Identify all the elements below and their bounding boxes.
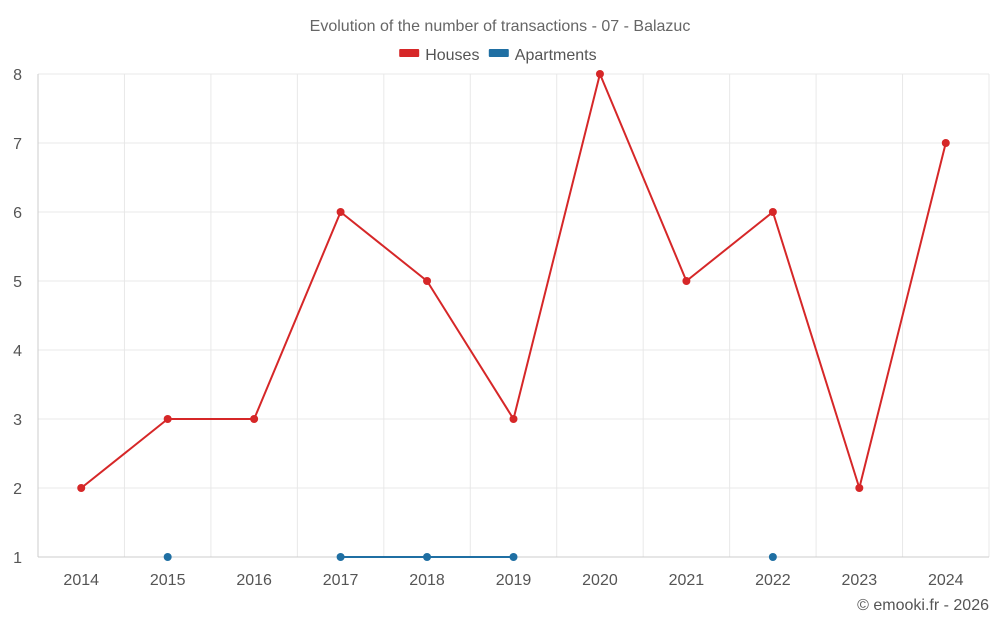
x-tick-label: 2020 (582, 572, 618, 589)
data-point-houses (423, 277, 432, 285)
y-tick-label: 4 (13, 343, 22, 360)
y-tick-label: 7 (13, 136, 22, 153)
x-tick-label: 2014 (63, 572, 99, 589)
x-tick-label: 2018 (409, 572, 445, 589)
data-point-houses (509, 415, 518, 423)
data-point-apartments (163, 553, 172, 561)
legend-swatch-houses (399, 49, 420, 57)
y-tick-label: 1 (13, 550, 22, 567)
series-apartments (163, 553, 777, 561)
y-tick-label: 5 (13, 274, 22, 291)
y-tick-label: 6 (13, 205, 22, 222)
data-point-houses (250, 415, 259, 423)
data-point-apartments (509, 553, 518, 561)
series-layer (77, 70, 950, 561)
x-tick-label: 2016 (236, 572, 272, 589)
y-tick-label: 8 (13, 67, 22, 84)
x-tick-label: 2022 (755, 572, 791, 589)
data-point-houses (595, 70, 604, 78)
data-point-apartments (768, 553, 777, 561)
data-point-houses (768, 208, 777, 216)
data-point-houses (163, 415, 172, 423)
x-tick-label: 2015 (150, 572, 186, 589)
chart-grid (37, 73, 990, 557)
y-tick-label: 2 (13, 481, 22, 498)
x-tick-label: 2021 (669, 572, 705, 589)
data-point-houses (336, 208, 345, 216)
chart-axes: 1 2 3 4 5 6 7 8 2014 2015 2016 2017 2018 2019 2020 2021… (13, 67, 989, 589)
x-tick-label: 2017 (323, 572, 359, 589)
credit-text: © emooki.fr - 2026 (857, 597, 989, 614)
series-houses (77, 70, 950, 492)
data-point-houses (941, 139, 950, 147)
legend-swatch-apartments (488, 49, 509, 57)
legend-item-apartments[interactable]: Apartments (488, 47, 597, 64)
y-tick-label: 3 (13, 412, 22, 429)
data-point-houses (855, 484, 864, 492)
x-tick-label: 2024 (928, 572, 964, 589)
legend-item-houses[interactable]: Houses (399, 47, 479, 64)
data-point-apartments (423, 553, 432, 561)
data-point-houses (77, 484, 86, 492)
x-tick-label: 2019 (496, 572, 532, 589)
data-point-apartments (336, 553, 345, 561)
x-tick-label: 2023 (842, 572, 878, 589)
chart-title: Evolution of the number of transactions … (310, 18, 691, 35)
legend: Houses Apartments (399, 47, 597, 64)
legend-label-houses: Houses (425, 47, 479, 64)
legend-label-apartments: Apartments (515, 47, 597, 64)
data-point-houses (682, 277, 691, 285)
